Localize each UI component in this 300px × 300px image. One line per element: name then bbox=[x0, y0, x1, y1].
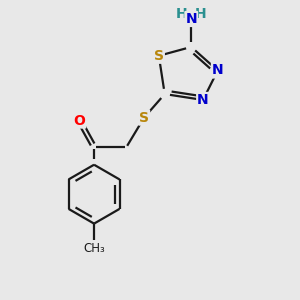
Text: N: N bbox=[197, 93, 209, 107]
Text: N: N bbox=[185, 12, 197, 26]
Text: CH₃: CH₃ bbox=[83, 242, 105, 254]
Text: H: H bbox=[195, 7, 206, 21]
Text: H: H bbox=[176, 7, 188, 21]
Text: S: S bbox=[154, 49, 164, 63]
Text: O: O bbox=[74, 114, 85, 128]
Text: N: N bbox=[212, 64, 224, 77]
Text: S: S bbox=[139, 111, 149, 124]
